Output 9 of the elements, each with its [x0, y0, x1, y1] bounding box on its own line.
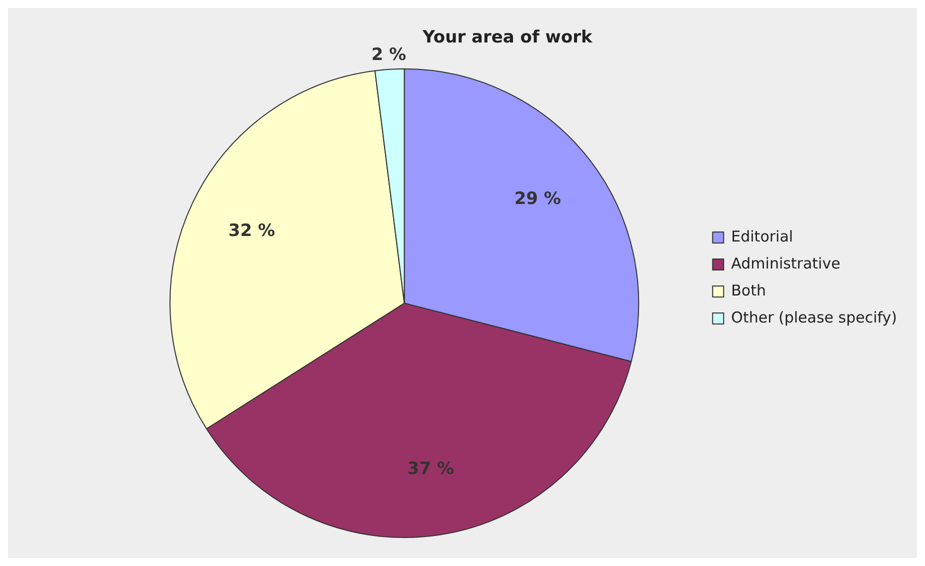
legend-label: Editorial [731, 227, 794, 246]
legend-label: Other (please specify) [731, 308, 897, 326]
legend-label: Both [731, 281, 766, 300]
data-label: 2 % [371, 44, 406, 65]
data-label: 32 % [228, 220, 275, 241]
data-label: 37 % [407, 459, 454, 480]
chart-title: Your area of work [422, 28, 594, 48]
legend-label: Administrative [731, 254, 840, 272]
data-label: 29 % [514, 189, 561, 210]
